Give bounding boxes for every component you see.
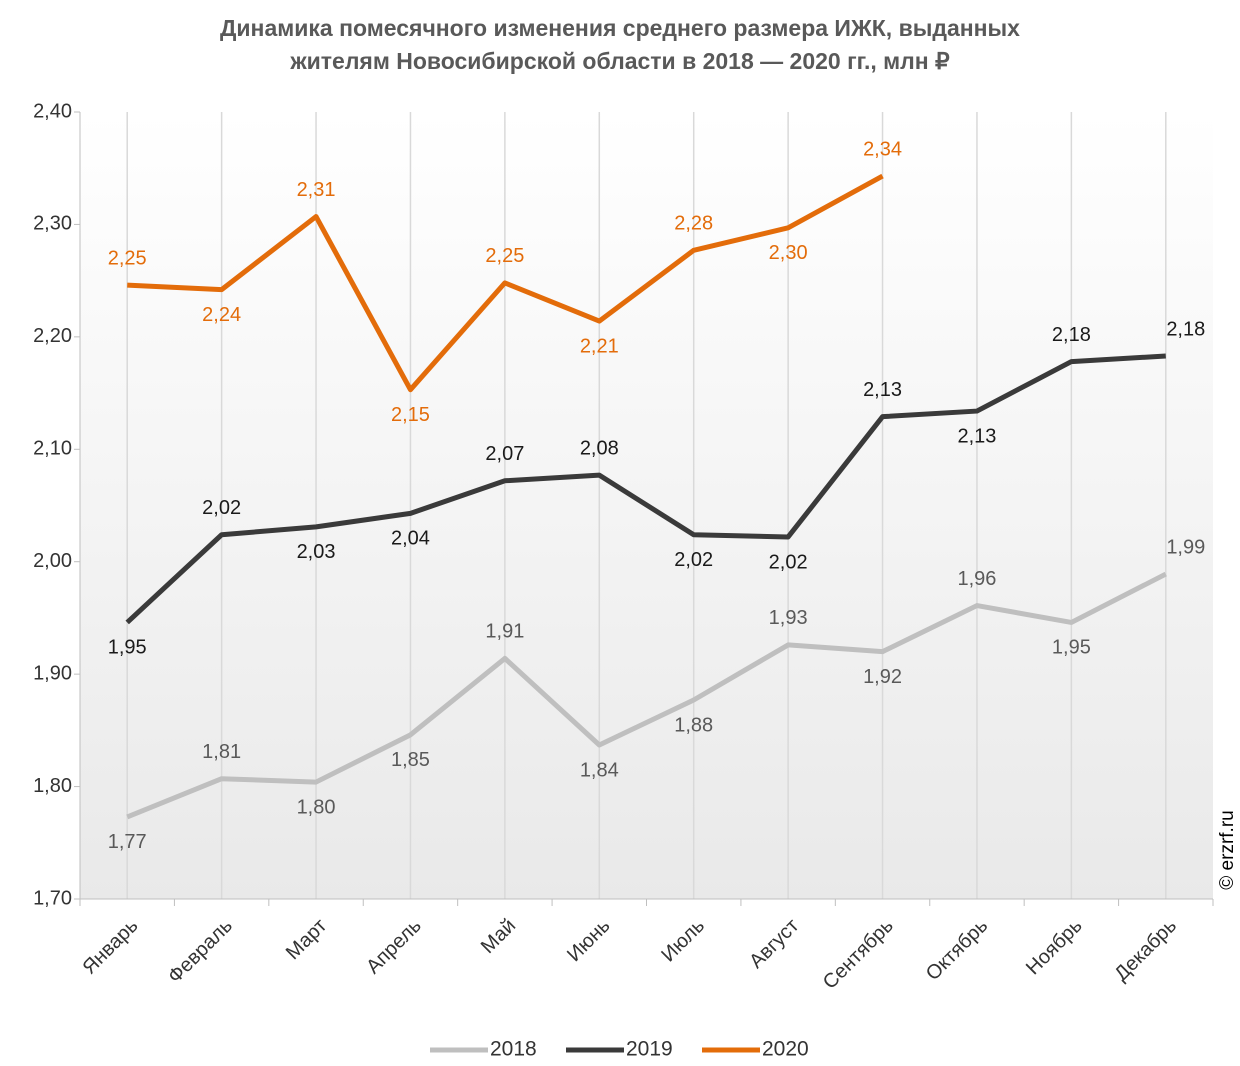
line-series [126,571,1167,820]
line-series [127,173,884,393]
chart-subtitle: жителям Новосибирской области в 2018 — 2… [289,48,950,74]
value-label: 2,31 [297,179,336,201]
y-tick-label: 1,80 [33,775,72,797]
x-tick-label: Август [745,915,803,973]
value-label: 2,28 [674,213,713,235]
value-label: 1,95 [1052,637,1091,659]
value-label: 1,77 [108,831,147,853]
value-label: 2,15 [391,404,430,426]
x-tick-label: Февраль [164,915,237,988]
value-label: 1,99 [1166,536,1205,558]
value-label: 2,24 [202,304,241,326]
x-tick-label: Ноябрь [1022,915,1087,980]
value-label: 1,88 [674,714,713,736]
value-label: 1,80 [297,796,336,818]
value-label: 1,95 [108,637,147,659]
legend-label: 2020 [762,1038,809,1061]
value-label: 2,25 [108,247,147,269]
value-label: 1,93 [769,607,808,629]
line-series [125,353,1166,625]
value-label: 2,08 [580,437,619,459]
y-tick-label: 2,40 [33,100,72,122]
value-label: 2,25 [485,245,524,267]
x-tick-label: Май [477,915,520,958]
value-label: 2,18 [1166,318,1205,340]
x-tick-label: Декабрь [1110,915,1181,986]
value-label: 2,30 [769,242,808,264]
x-tick-label: Октябрь [922,915,992,985]
value-label: 2,21 [580,335,619,357]
y-tick-label: 1,90 [33,662,72,684]
value-label: 2,07 [485,443,524,465]
value-label: 1,85 [391,749,430,771]
value-label: 2,13 [957,425,996,447]
y-tick-label: 2,20 [33,325,72,347]
value-label: 2,02 [674,549,713,571]
value-label: 1,91 [485,621,524,643]
x-tick-label: Январь [78,915,142,979]
legend-label: 2018 [490,1038,537,1061]
value-label: 1,96 [957,568,996,590]
value-label: 2,04 [391,528,430,550]
y-tick-label: 1,70 [33,887,72,909]
value-label: 1,81 [202,741,241,763]
value-label: 2,02 [769,551,808,573]
value-label: 2,18 [1052,324,1091,346]
value-label: 2,34 [863,138,902,160]
x-tick-label: Апрель [362,915,426,979]
value-label: 2,13 [863,379,902,401]
x-tick-label: Март [282,915,331,964]
y-tick-label: 2,10 [33,438,72,460]
legend-label: 2019 [626,1038,673,1061]
x-tick-label: Сентябрь [819,915,898,994]
value-label: 1,84 [580,759,619,781]
y-tick-label: 2,00 [33,550,72,572]
value-label: 2,02 [202,497,241,519]
x-tick-label: Июль [657,915,709,967]
value-label: 1,92 [863,666,902,688]
y-tick-label: 2,30 [33,213,72,235]
chart-title: Динамика помесячного изменения среднего … [220,15,1020,41]
value-label: 2,03 [297,541,336,563]
x-tick-label: Июнь [563,915,615,967]
source: © erzrf.ru [1217,810,1238,889]
